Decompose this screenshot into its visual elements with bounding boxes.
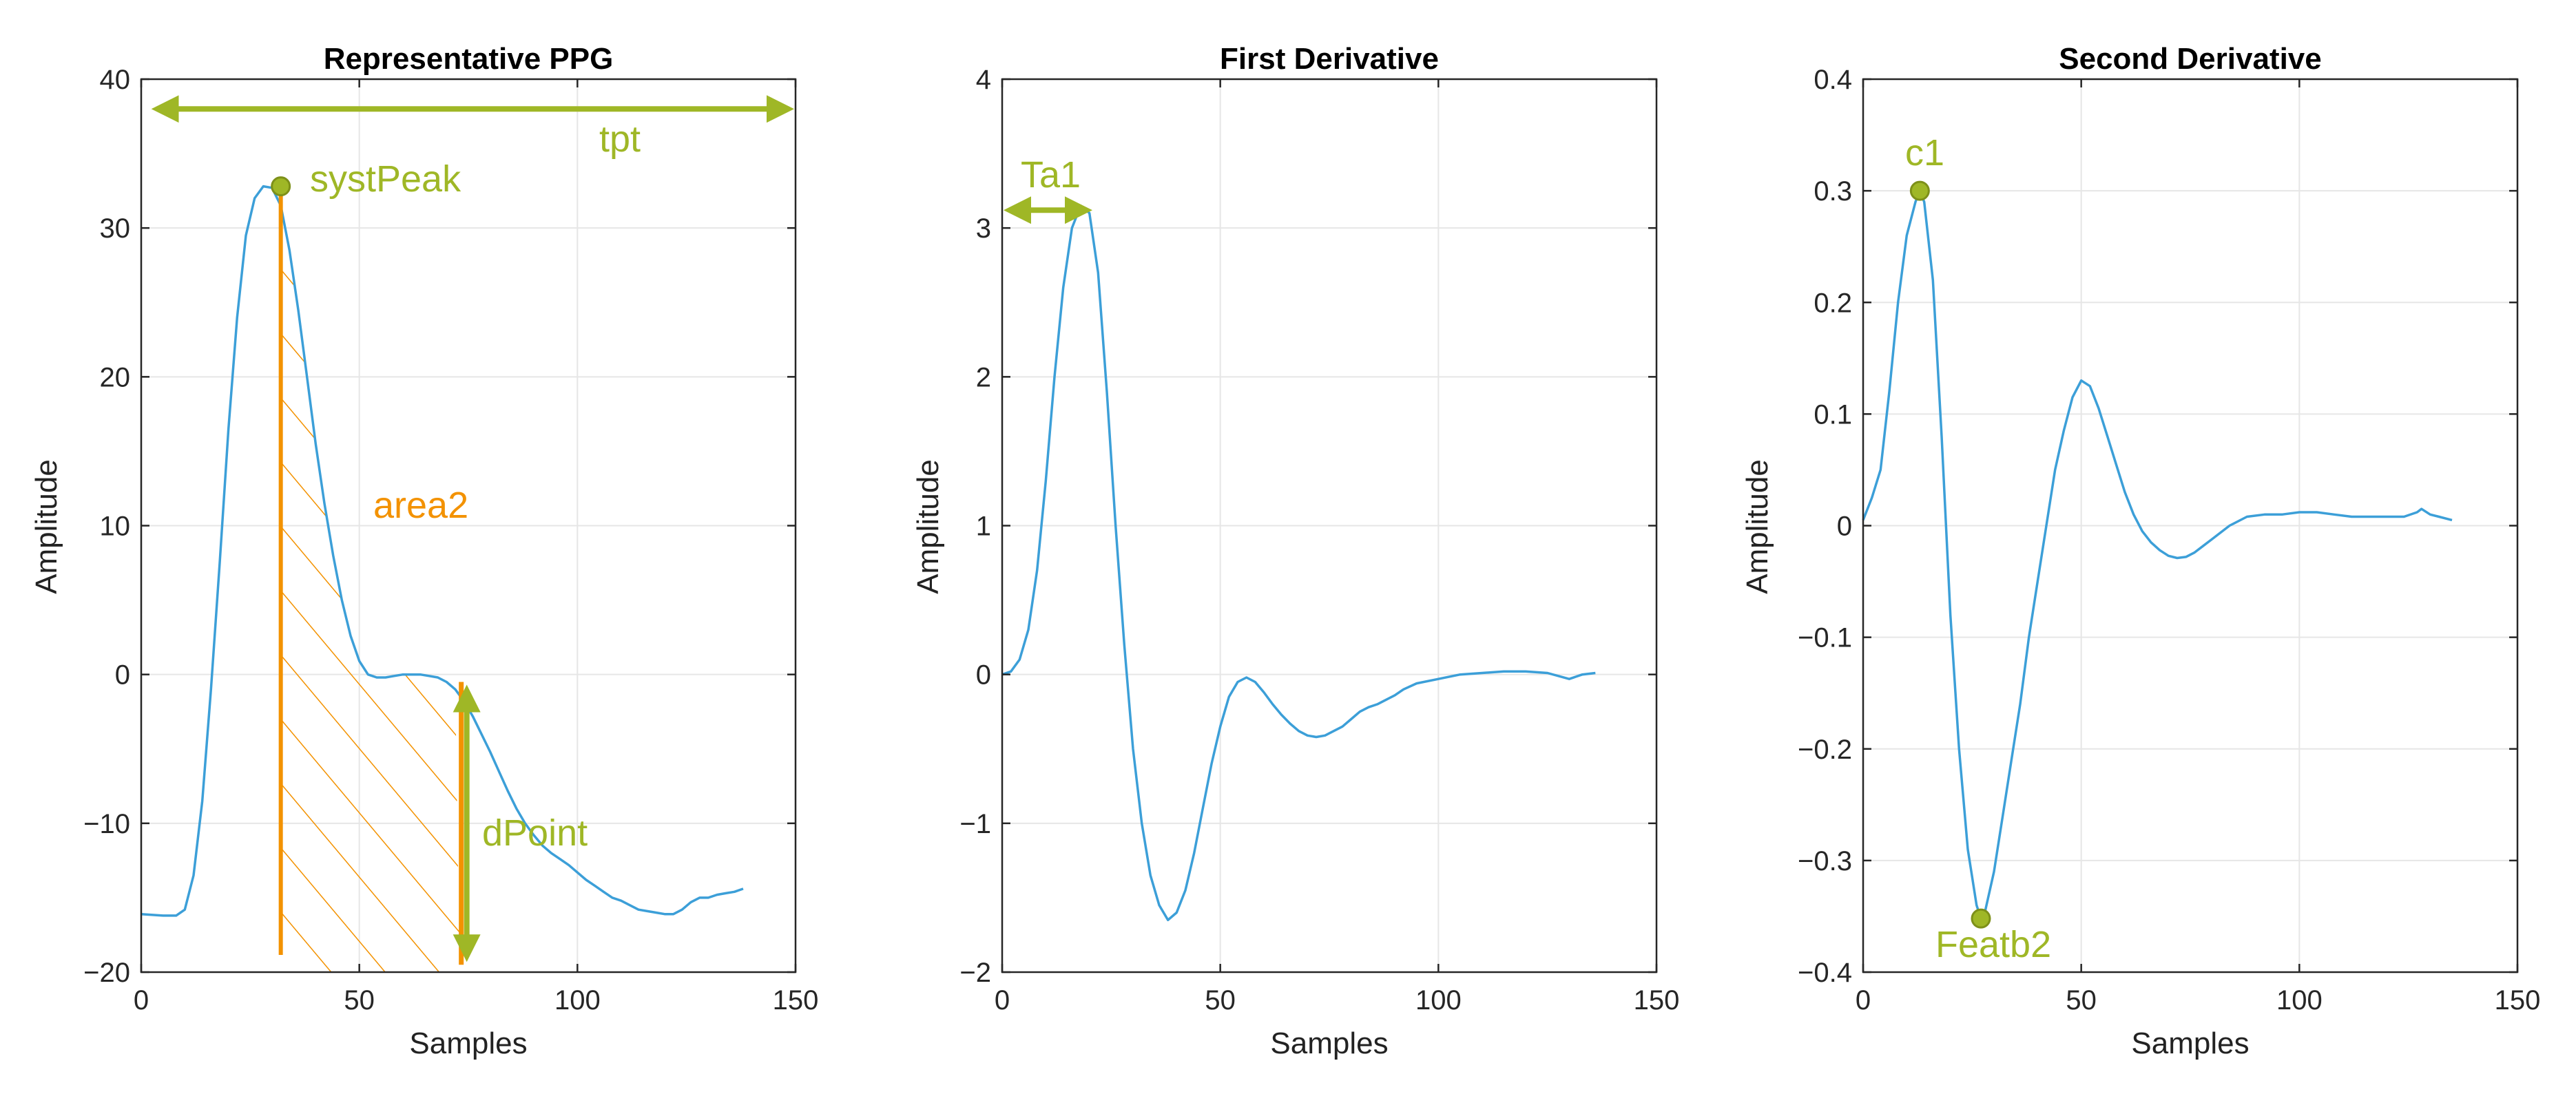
y-tick-label: 40 (100, 65, 131, 95)
x-tick-label: 0 (995, 985, 1010, 1016)
y-tick-label: −10 (83, 809, 130, 839)
x-tick-label: 100 (1415, 985, 1462, 1016)
y-axis-label: Amplitude (1741, 459, 1774, 594)
y-tick-label: 2 (976, 362, 991, 392)
signal-line (141, 185, 744, 917)
y-tick-label: −2 (959, 958, 991, 988)
x-axis-label: Samples (1270, 1027, 1388, 1060)
y-tick-label: 0.4 (1814, 65, 1852, 95)
x-tick-label: 50 (1205, 985, 1236, 1016)
area2-hatched-region (280, 205, 460, 972)
y-tick-label: 0 (115, 660, 130, 691)
y-tick-label: 20 (100, 362, 131, 392)
annotation-area2-label: area2 (373, 485, 468, 526)
x-tick-label: 100 (2276, 985, 2323, 1016)
y-tick-label: 1 (976, 512, 991, 542)
y-tick-label: −0.1 (1798, 623, 1852, 653)
y-tick-label: 4 (976, 65, 991, 95)
y-tick-label: 30 (100, 213, 131, 244)
chart-panel-representative-ppg: 0 50 100 150 −20 −10 0 10 20 30 40 Representative … (30, 42, 818, 1060)
y-tick-label: 0.3 (1814, 176, 1852, 207)
signal-line (1001, 204, 1596, 922)
annotation-point-systpeak (271, 176, 291, 197)
annotation-ta1-label: Ta1 (1021, 154, 1081, 196)
y-tick-label: 10 (100, 512, 131, 542)
annotation-dpoint-label: dPoint (482, 812, 588, 854)
y-tick-label: 0 (1837, 512, 1852, 542)
y-tick-label: 0 (976, 660, 991, 691)
chart-title: Second Derivative (2059, 42, 2322, 76)
y-tick-label: −0.2 (1798, 735, 1852, 765)
x-tick-label: 100 (554, 985, 601, 1016)
x-tick-label: 0 (134, 985, 149, 1016)
annotation-systpeak-label: systPeak (310, 158, 461, 200)
y-axis-label: Amplitude (911, 459, 945, 594)
x-tick-label: 50 (344, 985, 375, 1016)
y-tick-label: −20 (83, 958, 130, 988)
y-axis-label: Amplitude (30, 459, 63, 594)
y-tick-label: −1 (959, 809, 991, 839)
x-tick-label: 150 (773, 985, 819, 1016)
chart-title: Representative PPG (324, 42, 614, 76)
annotation-point-c1 (1909, 180, 1930, 201)
y-tick-label: −0.4 (1798, 958, 1852, 988)
plot-area: 0 50 100 150 −2 −1 0 1 2 3 4 (959, 65, 1679, 1016)
plot-area: 0 50 100 150 −0.4 −0.3 −0.2 −0.1 0 0.1 0.2 0.3 0.4 (1798, 65, 2540, 1016)
annotations (1909, 180, 1991, 929)
chart-title: First Derivative (1220, 42, 1439, 76)
y-tick-label: 3 (976, 213, 991, 244)
x-tick-label: 50 (2066, 985, 2097, 1016)
signal-line (1862, 189, 2453, 920)
annotation-c1-label: c1 (1905, 132, 1944, 173)
y-tick-label: −0.3 (1798, 846, 1852, 876)
x-axis-label: Samples (2131, 1027, 2249, 1060)
x-tick-label: 150 (1634, 985, 1680, 1016)
y-tick-label: 0.2 (1814, 288, 1852, 318)
y-tick-label: 0.1 (1814, 399, 1852, 430)
annotation-point-featb2 (1971, 908, 1991, 929)
x-tick-label: 0 (1856, 985, 1871, 1016)
annotations (151, 95, 794, 965)
chart-panel-second-derivative: 0 50 100 150 −0.4 −0.3 −0.2 −0.1 0 0.1 0.2 0.3 0.4 S… (1741, 42, 2540, 1060)
x-tick-label: 150 (2495, 985, 2541, 1016)
plot-area: 0 50 100 150 −20 −10 0 10 20 30 40 (83, 65, 818, 1016)
chart-panel-first-derivative: 0 50 100 150 −2 −1 0 1 2 3 4 First Derivative Samp… (911, 42, 1679, 1060)
annotation-featb2-label: Featb2 (1935, 924, 2051, 965)
x-axis-label: Samples (409, 1027, 527, 1060)
annotation-tpt-label: tpt (599, 118, 641, 160)
